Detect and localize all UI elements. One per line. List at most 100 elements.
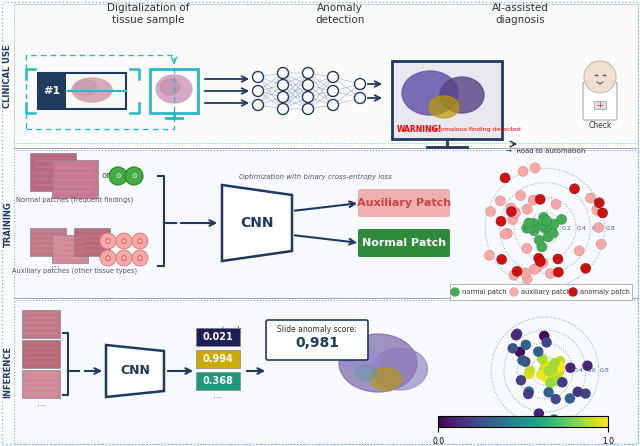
Text: or: or bbox=[102, 172, 110, 181]
Circle shape bbox=[534, 235, 544, 245]
FancyBboxPatch shape bbox=[30, 228, 66, 256]
Circle shape bbox=[278, 103, 289, 115]
Circle shape bbox=[569, 288, 577, 296]
Circle shape bbox=[516, 376, 525, 385]
Circle shape bbox=[500, 229, 511, 239]
Circle shape bbox=[534, 347, 543, 356]
Text: ...: ... bbox=[214, 390, 223, 400]
Circle shape bbox=[506, 203, 516, 213]
Circle shape bbox=[551, 199, 561, 209]
Text: Digitalization of
tissue sample: Digitalization of tissue sample bbox=[107, 3, 189, 25]
Circle shape bbox=[253, 86, 264, 96]
Circle shape bbox=[278, 91, 289, 103]
Text: INFERENCE: INFERENCE bbox=[3, 346, 13, 398]
Circle shape bbox=[303, 91, 314, 103]
Text: ○: ○ bbox=[105, 255, 111, 261]
Text: 0.6: 0.6 bbox=[587, 368, 596, 373]
Text: 0.2: 0.2 bbox=[560, 368, 570, 373]
Text: Optimization with binary cross-entropy loss: Optimization with binary cross-entropy l… bbox=[239, 174, 392, 180]
Circle shape bbox=[556, 356, 564, 366]
Text: CNN: CNN bbox=[120, 364, 150, 377]
Circle shape bbox=[253, 71, 264, 83]
Text: Auxiliary Patch: Auxiliary Patch bbox=[357, 198, 451, 208]
Circle shape bbox=[538, 216, 548, 226]
Circle shape bbox=[538, 355, 547, 363]
Circle shape bbox=[529, 264, 540, 274]
FancyBboxPatch shape bbox=[22, 310, 60, 338]
Circle shape bbox=[528, 195, 538, 205]
FancyBboxPatch shape bbox=[594, 101, 606, 109]
Circle shape bbox=[586, 193, 596, 203]
Circle shape bbox=[598, 208, 607, 218]
Circle shape bbox=[486, 206, 495, 216]
Circle shape bbox=[524, 370, 533, 379]
FancyBboxPatch shape bbox=[52, 235, 88, 263]
Circle shape bbox=[510, 208, 520, 218]
Text: 0.4: 0.4 bbox=[574, 368, 584, 373]
Circle shape bbox=[518, 166, 528, 176]
Circle shape bbox=[484, 250, 495, 260]
FancyBboxPatch shape bbox=[52, 160, 98, 198]
Text: →  Road to automation: → Road to automation bbox=[506, 148, 586, 154]
Circle shape bbox=[100, 250, 116, 266]
Circle shape bbox=[580, 263, 591, 273]
Circle shape bbox=[253, 99, 264, 111]
Circle shape bbox=[558, 378, 567, 387]
FancyBboxPatch shape bbox=[38, 73, 126, 109]
Text: ○: ○ bbox=[121, 255, 127, 261]
Text: AI-assisted
diagnosis: AI-assisted diagnosis bbox=[492, 3, 548, 25]
FancyBboxPatch shape bbox=[14, 4, 638, 148]
Circle shape bbox=[592, 205, 602, 215]
Circle shape bbox=[520, 268, 530, 278]
Ellipse shape bbox=[429, 96, 459, 118]
Circle shape bbox=[540, 331, 548, 340]
Circle shape bbox=[510, 288, 518, 296]
Circle shape bbox=[530, 163, 540, 173]
Circle shape bbox=[510, 207, 520, 217]
Circle shape bbox=[328, 71, 339, 83]
Circle shape bbox=[553, 254, 563, 264]
Circle shape bbox=[551, 395, 560, 404]
Text: ...: ... bbox=[51, 259, 60, 269]
Circle shape bbox=[556, 363, 564, 372]
Circle shape bbox=[534, 409, 543, 418]
Text: 0.994: 0.994 bbox=[203, 354, 234, 364]
Ellipse shape bbox=[341, 345, 379, 373]
Circle shape bbox=[516, 190, 525, 201]
Circle shape bbox=[303, 67, 314, 78]
Text: 0.8: 0.8 bbox=[605, 226, 616, 231]
FancyBboxPatch shape bbox=[358, 189, 450, 217]
Circle shape bbox=[109, 167, 127, 185]
Text: Anomaly
detection: Anomaly detection bbox=[316, 3, 365, 25]
Circle shape bbox=[508, 215, 518, 224]
FancyBboxPatch shape bbox=[30, 153, 76, 191]
Circle shape bbox=[132, 250, 148, 266]
Text: WARNING!: WARNING! bbox=[397, 124, 442, 133]
Text: Check: Check bbox=[588, 120, 612, 129]
Circle shape bbox=[550, 416, 559, 425]
Text: TRAINING: TRAINING bbox=[3, 201, 13, 247]
Ellipse shape bbox=[370, 368, 402, 390]
Circle shape bbox=[543, 232, 553, 242]
Circle shape bbox=[303, 79, 314, 91]
Circle shape bbox=[548, 228, 558, 238]
Text: auxiliary patch: auxiliary patch bbox=[521, 289, 570, 295]
FancyBboxPatch shape bbox=[14, 150, 638, 298]
Circle shape bbox=[278, 79, 289, 91]
Circle shape bbox=[496, 216, 506, 226]
Circle shape bbox=[355, 92, 365, 103]
FancyBboxPatch shape bbox=[22, 370, 60, 398]
Circle shape bbox=[522, 244, 532, 253]
Ellipse shape bbox=[372, 348, 428, 390]
Circle shape bbox=[548, 376, 557, 384]
Circle shape bbox=[525, 223, 535, 233]
FancyBboxPatch shape bbox=[22, 340, 60, 368]
Text: mean top-k: mean top-k bbox=[198, 326, 242, 335]
Circle shape bbox=[549, 219, 559, 229]
Circle shape bbox=[594, 223, 604, 232]
Text: Normal patches (frequent findings): Normal patches (frequent findings) bbox=[16, 197, 134, 203]
Circle shape bbox=[518, 356, 527, 365]
Circle shape bbox=[132, 233, 148, 249]
Text: anomaly patch: anomaly patch bbox=[580, 289, 630, 295]
FancyBboxPatch shape bbox=[150, 69, 198, 113]
